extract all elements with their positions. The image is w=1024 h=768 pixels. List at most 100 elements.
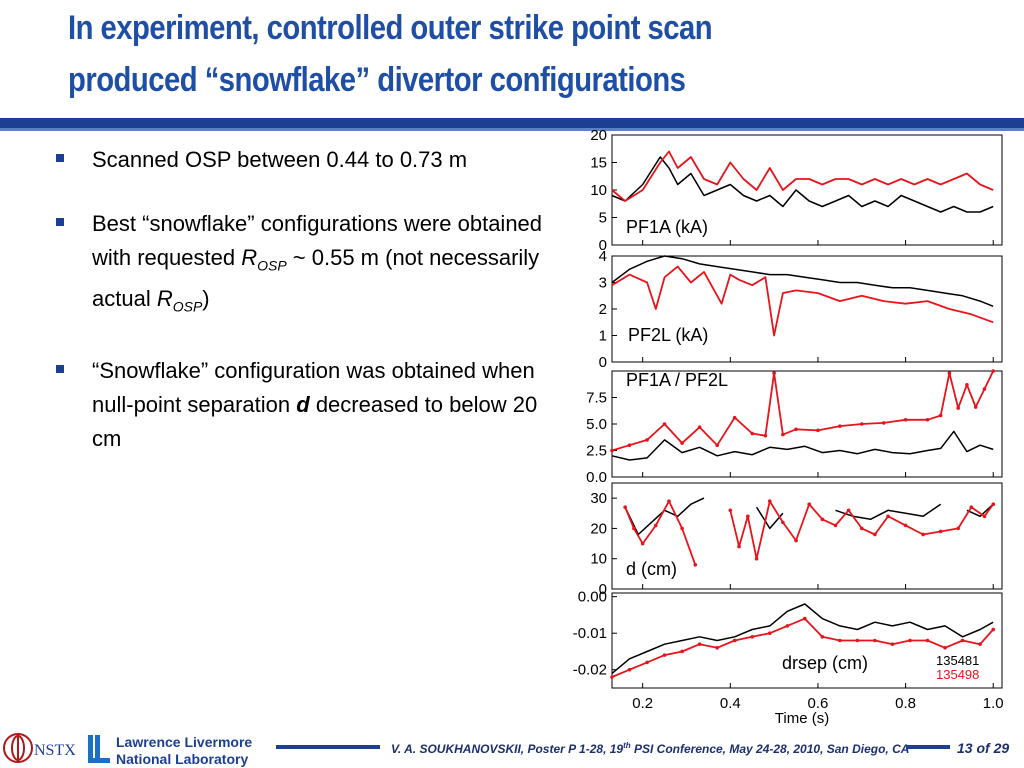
- data-point-135498: [697, 642, 702, 646]
- data-point-135498: [855, 638, 860, 643]
- y-tick-label: 5: [599, 210, 607, 227]
- data-point-135498: [732, 638, 737, 643]
- data-point-135498: [750, 431, 755, 436]
- data-point-135498: [943, 646, 947, 650]
- data-point-135498: [772, 371, 776, 375]
- data-point-135498: [715, 646, 719, 650]
- data-point-135498: [903, 523, 908, 528]
- data-point-135498: [859, 422, 864, 426]
- data-point-135498: [794, 427, 798, 432]
- data-point-135498: [654, 523, 658, 528]
- y-tick-label: 10: [590, 551, 607, 568]
- data-point-135498: [662, 653, 667, 657]
- series-line-135481: [611, 603, 994, 674]
- data-point-135498: [728, 508, 733, 513]
- data-point-135498: [732, 415, 737, 420]
- page-number: 13 of 29: [957, 740, 1010, 756]
- title-line-2: produced “snowflake” divertor configurat…: [68, 61, 686, 99]
- data-point-135498: [820, 635, 825, 639]
- y-tick-label: 0.0: [586, 469, 607, 486]
- data-point-135498: [991, 502, 996, 507]
- footer-sup: th: [623, 741, 631, 750]
- data-point-135498: [807, 502, 811, 507]
- y-tick-label: -0.01: [573, 625, 607, 642]
- legend-shot-red: 135498: [936, 667, 979, 682]
- series-line-135498: [624, 500, 994, 566]
- y-tick-label: 15: [590, 155, 607, 172]
- data-point-135498: [693, 562, 698, 567]
- series-line-135481: [611, 156, 994, 213]
- data-point-135498: [632, 526, 636, 531]
- data-point-135498: [820, 517, 825, 522]
- data-point-135498: [746, 514, 750, 519]
- data-point-135498: [890, 642, 895, 646]
- bullet-list: Scanned OSP between 0.44 to 0.73 m Best …: [56, 143, 556, 486]
- title-line-1: In experiment, controlled outer strike p…: [68, 9, 713, 47]
- data-point-135498: [838, 424, 842, 428]
- panel-frame: [611, 592, 1003, 689]
- data-point-135498: [781, 520, 785, 525]
- x-tick-label: 0.2: [632, 695, 653, 712]
- data-point-135498: [697, 425, 702, 429]
- data-point-135498: [938, 529, 943, 534]
- footer-rule-right: [906, 745, 950, 749]
- d-symbol: d: [296, 391, 310, 417]
- footer-rule-left: [276, 745, 380, 749]
- data-point-135498: [956, 526, 960, 531]
- data-point-135498: [754, 556, 759, 561]
- data-point-135498: [763, 433, 768, 438]
- data-point-135498: [838, 638, 842, 643]
- data-point-135498: [680, 526, 684, 531]
- series-line-135481: [611, 430, 994, 461]
- y-tick-label: 1: [599, 328, 607, 345]
- llnl-line-1: Lawrence Livermore: [116, 734, 252, 750]
- bullet-item: Best “snowflake” configurations were obt…: [56, 207, 556, 324]
- y-tick-label: 30: [590, 490, 607, 507]
- y-tick-label: 10: [590, 182, 607, 199]
- title-divider-thin: [0, 128, 1024, 131]
- bullet-text: Scanned OSP between 0.44 to 0.73 m: [92, 147, 468, 172]
- data-point-135498: [767, 631, 772, 635]
- legend-shot-black: 135481: [936, 653, 979, 668]
- y-tick-label: 3: [599, 275, 607, 292]
- x-tick-label: 1.0: [983, 695, 1004, 712]
- bullet-item: Scanned OSP between 0.44 to 0.73 m: [56, 143, 556, 177]
- data-point-135498: [623, 505, 627, 510]
- data-point-135498: [960, 638, 965, 643]
- series-line-135498: [611, 150, 994, 202]
- r-symbol: R: [241, 245, 258, 270]
- llnl-logo: Lawrence Livermore National Laboratory: [88, 734, 252, 767]
- y-tick-label: 5.0: [586, 416, 607, 433]
- data-point-135498: [662, 422, 667, 426]
- data-point-135498: [873, 532, 877, 537]
- bullet-square-icon: [56, 364, 64, 373]
- data-point-135498: [680, 441, 684, 445]
- osp-subscript: OSP: [172, 298, 203, 315]
- data-point-135498: [991, 627, 996, 632]
- nstx-logo: NSTX: [3, 733, 76, 763]
- panel-frame: [611, 482, 1003, 590]
- data-point-135498: [969, 505, 974, 510]
- data-point-135498: [846, 508, 851, 513]
- data-point-135498: [978, 642, 982, 646]
- data-point-135498: [816, 428, 820, 433]
- bullet-text: ~ 0.55 m (not necessarily actual: [92, 245, 540, 312]
- data-point-135498: [982, 387, 987, 391]
- footer-conference: PSI Conference, May 24-28, 2010, San Die…: [630, 742, 910, 756]
- panel-label: drsep (cm): [782, 653, 868, 673]
- bullet-square-icon: [56, 154, 64, 162]
- data-point-135498: [715, 443, 719, 448]
- data-point-135498: [925, 638, 930, 643]
- data-point-135498: [982, 514, 987, 519]
- data-point-135498: [737, 544, 741, 549]
- y-tick-label: 2: [599, 301, 607, 318]
- data-point-135498: [908, 638, 912, 643]
- footer-author: V. A. SOUKHANOVSKII, Poster P 1-28, 19: [391, 742, 624, 756]
- nstx-logo-text: NSTX: [34, 742, 76, 759]
- data-point-135498: [973, 405, 978, 409]
- bullet-text: Best “snowflake” configurations were obt…: [92, 211, 543, 270]
- x-axis-label: Time (s): [775, 710, 829, 727]
- osp-subscript: OSP: [257, 257, 287, 274]
- series-line-135481: [611, 255, 994, 307]
- data-point-135498: [645, 438, 649, 442]
